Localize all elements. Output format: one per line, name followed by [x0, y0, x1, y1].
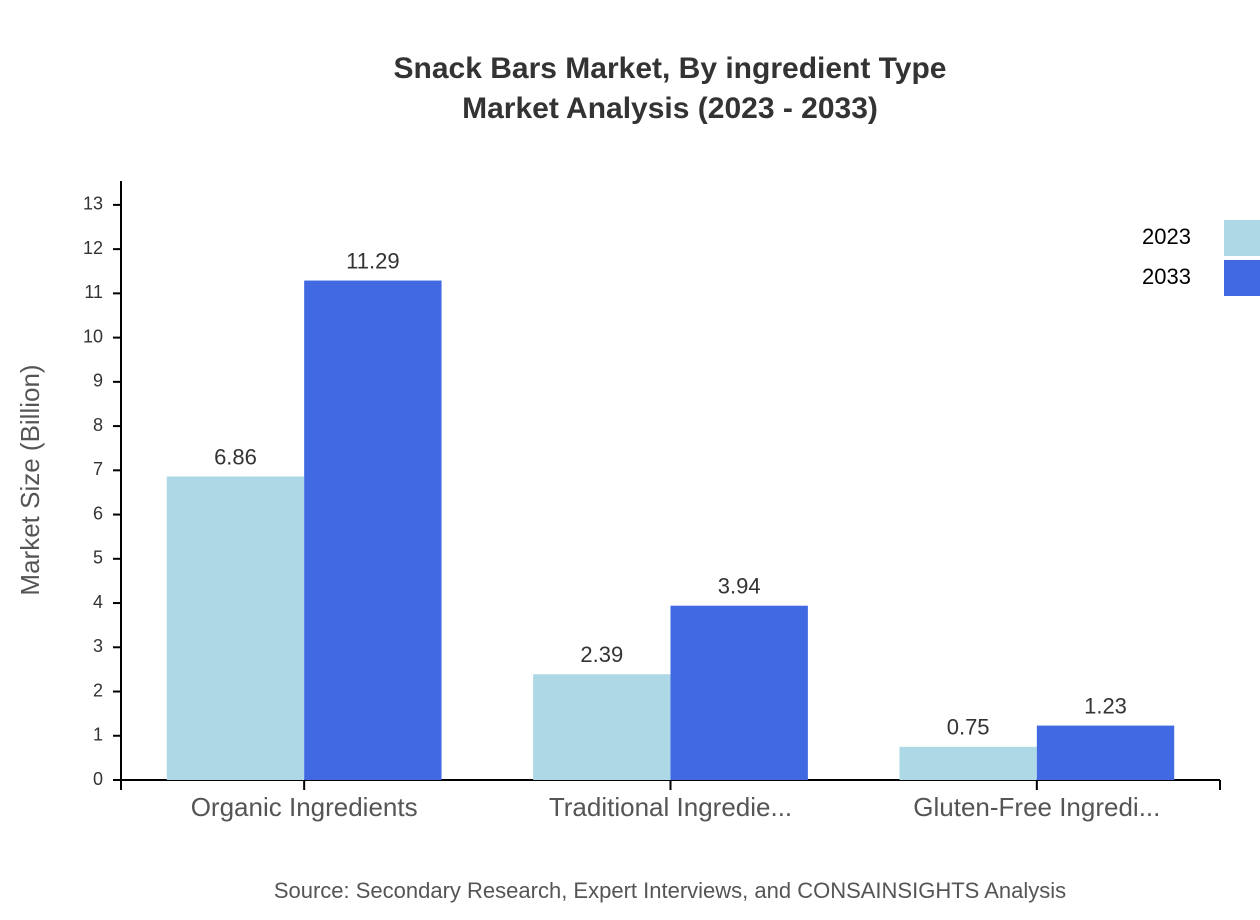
y-tick-label: 8 — [93, 415, 103, 435]
legend-label: 2033 — [1142, 264, 1191, 289]
value-label: 0.75 — [947, 715, 990, 740]
y-tick-label: 1 — [93, 725, 103, 745]
y-tick-label: 2 — [93, 680, 103, 700]
value-label: 6.86 — [214, 444, 257, 469]
value-label: 2.39 — [580, 642, 623, 667]
legend-label: 2023 — [1142, 224, 1191, 249]
bar — [1036, 725, 1175, 780]
x-tick-label: Gluten-Free Ingredi... — [913, 792, 1160, 822]
y-tick-label: 13 — [83, 194, 103, 214]
y-tick-label: 11 — [84, 282, 103, 302]
x-tick-label: Organic Ingredients — [191, 792, 418, 822]
value-label: 1.23 — [1084, 693, 1127, 718]
y-tick-label: 6 — [93, 503, 103, 523]
x-tick-label: Traditional Ingredie... — [549, 792, 792, 822]
value-label: 3.94 — [718, 574, 761, 599]
y-tick-label: 5 — [93, 548, 103, 568]
bar — [899, 746, 1037, 780]
y-axis-label: Market Size (Billion) — [15, 364, 45, 595]
legend-swatch — [1224, 260, 1260, 296]
y-tick-label: 12 — [83, 238, 103, 258]
y-tick-label: 3 — [93, 636, 103, 656]
bar — [304, 280, 442, 780]
value-label: 11.29 — [346, 248, 399, 273]
legend-swatch — [1224, 220, 1260, 256]
y-tick-label: 9 — [93, 371, 103, 391]
y-tick-label: 4 — [93, 592, 103, 612]
y-tick-label: 0 — [93, 769, 103, 789]
chart-title: Market Analysis (2023 - 2033) — [462, 92, 878, 125]
bar — [166, 476, 305, 780]
y-tick-label: 7 — [93, 459, 103, 479]
y-tick-label: 10 — [83, 326, 103, 346]
chart-title: Snack Bars Market, By ingredient Type — [394, 52, 947, 85]
bar — [533, 674, 671, 780]
bar — [670, 605, 808, 780]
source-note: Source: Secondary Research, Expert Inter… — [274, 878, 1066, 903]
